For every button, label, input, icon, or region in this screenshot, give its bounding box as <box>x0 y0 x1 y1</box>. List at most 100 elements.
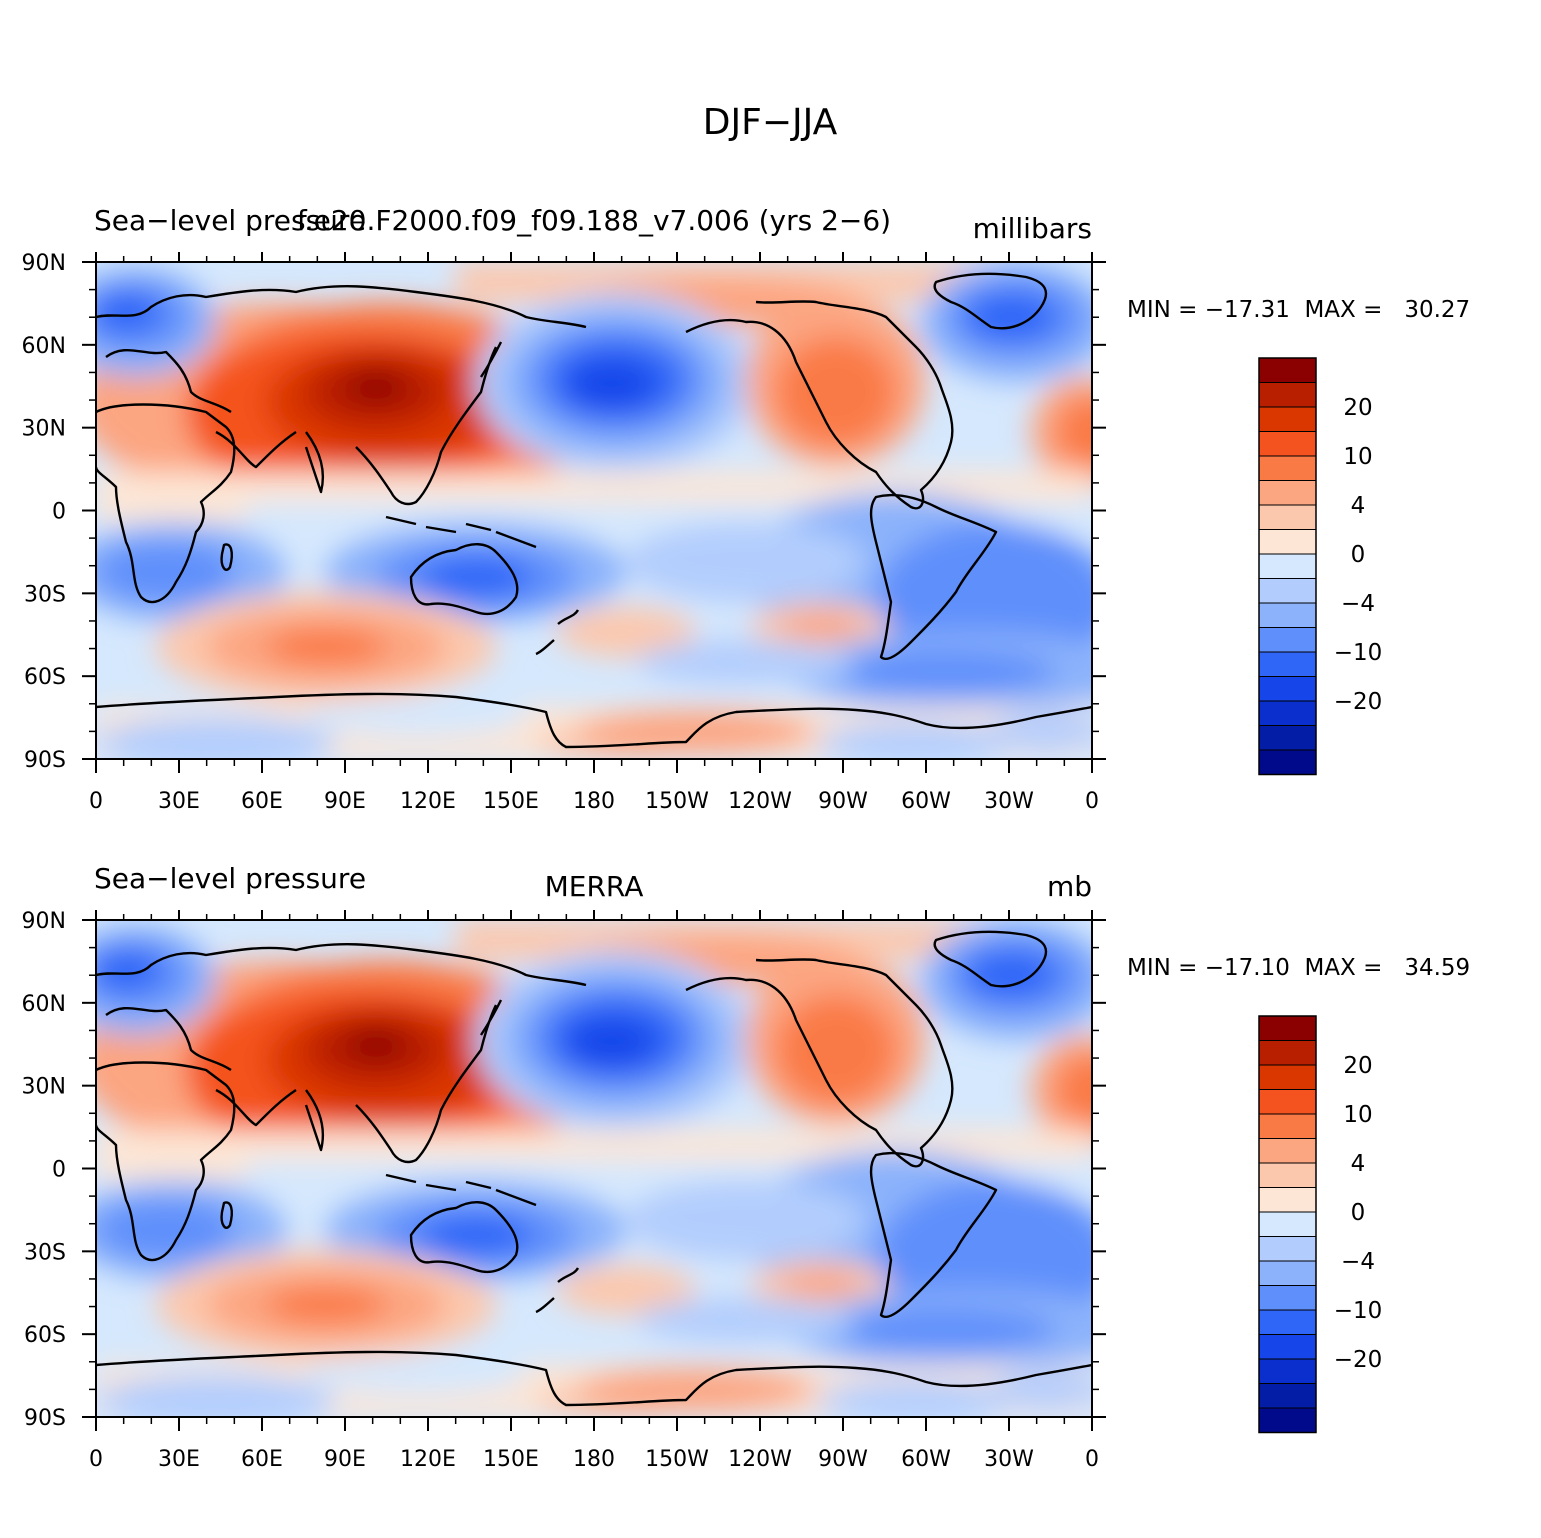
colorbar-box <box>1258 1407 1317 1433</box>
y-tick-label: 30N <box>22 1075 66 1100</box>
colorbar-box <box>1258 1064 1317 1090</box>
x-tick-label: 0 <box>1085 1447 1099 1472</box>
x-tick-label: 90W <box>818 1447 868 1472</box>
x-tick-label: 0 <box>1085 789 1099 814</box>
y-tick-label: 30S <box>24 1240 66 1265</box>
x-tick-label: 30E <box>158 1447 200 1472</box>
y-tick-label: 90S <box>24 1406 66 1431</box>
colorbar-box <box>1258 725 1317 751</box>
colorbar-box <box>1258 480 1317 506</box>
colorbar-box <box>1258 455 1317 481</box>
colorbar-box <box>1258 382 1317 408</box>
colorbar-box <box>1258 749 1317 775</box>
colorbar-label: 10 <box>1343 444 1372 470</box>
x-tick-label: 120E <box>400 1447 456 1472</box>
colorbar-box <box>1258 578 1317 604</box>
x-tick-label: 30E <box>158 789 200 814</box>
y-tick-label: 60N <box>22 334 66 359</box>
colorbar-label: −4 <box>1341 591 1375 617</box>
x-tick-label: 60W <box>901 789 951 814</box>
x-tick-label: 0 <box>89 789 103 814</box>
colorbar-box <box>1258 1113 1317 1139</box>
colorbar-box <box>1258 1187 1317 1213</box>
colorbar-label: −20 <box>1334 1347 1383 1373</box>
x-tick-label: 90E <box>324 789 366 814</box>
panel-merra-axes: 0 30E 60E 90E 120E 150E 180 150W 120W 90W 60W 30W 09… <box>22 909 1106 1472</box>
x-tick-label: 150E <box>483 1447 539 1472</box>
colorbar-box <box>1258 431 1317 457</box>
colorbar-box <box>1258 676 1317 702</box>
colorbar-box <box>1258 1358 1317 1384</box>
x-tick-label: 120W <box>728 789 792 814</box>
x-tick-label: 180 <box>573 1447 615 1472</box>
x-tick-label: 30W <box>984 789 1034 814</box>
panel-model-axes: 0 30E 60E 90E 120E 150E 180 150W 120W 90W 60W 30W 09… <box>22 251 1106 814</box>
colorbar-frame <box>1258 357 1317 776</box>
y-tick-label: 90N <box>22 909 66 934</box>
panel-merra-colorbar: 20 10 4 0 −4 −10 −20 <box>1258 1015 1383 1434</box>
y-tick-label: 60N <box>22 992 66 1017</box>
colorbar-label: 4 <box>1351 493 1366 519</box>
panel-model: Sea−level pressure f.e20.F2000.f09_f09.1… <box>22 204 1471 814</box>
colorbar-box <box>1258 1162 1317 1188</box>
colorbar-box <box>1258 529 1317 555</box>
colorbar-box <box>1258 357 1317 383</box>
colorbar-box <box>1258 1285 1317 1311</box>
panel-model-title-center: f.e20.F2000.f09_f09.188_v7.006 (yrs 2−6) <box>297 204 891 237</box>
x-tick-label: 150W <box>645 789 709 814</box>
colorbar-box <box>1258 1089 1317 1115</box>
x-tick-label: 60W <box>901 1447 951 1472</box>
x-tick-label: 30W <box>984 1447 1034 1472</box>
colorbar-box <box>1258 700 1317 726</box>
colorbar-label: −10 <box>1334 1298 1383 1324</box>
colorbar-frame <box>1258 1015 1317 1434</box>
colorbar-box <box>1258 553 1317 579</box>
colorbar-box <box>1258 627 1317 653</box>
panel-model-stats: MIN = −17.31 MAX = 30.27 <box>1127 297 1470 323</box>
colorbar-label: 0 <box>1351 1200 1366 1226</box>
y-tick-label: 0 <box>52 500 66 525</box>
colorbar-box <box>1258 504 1317 530</box>
colorbar-box <box>1258 1040 1317 1066</box>
colorbar-box <box>1258 1260 1317 1286</box>
panel-merra-title-center: MERRA <box>545 870 644 903</box>
colorbar-box <box>1258 1383 1317 1409</box>
x-tick-label: 150E <box>483 789 539 814</box>
colorbar-box <box>1258 602 1317 628</box>
y-tick-label: 0 <box>52 1158 66 1183</box>
x-tick-label: 120W <box>728 1447 792 1472</box>
colorbar-box <box>1258 1236 1317 1262</box>
panel-merra-stats: MIN = −17.10 MAX = 34.59 <box>1127 955 1470 981</box>
colorbar-box <box>1258 1015 1317 1041</box>
colorbar-label: −4 <box>1341 1249 1375 1275</box>
x-tick-label: 120E <box>400 789 456 814</box>
panel-model-colorbar: 20 10 4 0 −4 −10 −20 <box>1258 357 1383 776</box>
colorbar-label: 0 <box>1351 542 1366 568</box>
panel-merra: Sea−level pressure MERRA mb MIN = −17.10… <box>22 862 1471 1472</box>
figure-title: DJF−JJA <box>703 102 838 143</box>
panel-model-title-left: Sea−level pressure <box>94 204 366 237</box>
y-tick-label: 60S <box>24 665 66 690</box>
colorbar-box <box>1258 651 1317 677</box>
panel-merra-title-left: Sea−level pressure <box>94 862 366 895</box>
x-tick-label: 180 <box>573 789 615 814</box>
colorbar-box <box>1258 1138 1317 1164</box>
x-tick-label: 0 <box>89 1447 103 1472</box>
colorbar-label: −10 <box>1334 640 1383 666</box>
colorbar-box <box>1258 1334 1317 1360</box>
colorbar-label: 10 <box>1343 1102 1372 1128</box>
y-tick-label: 90N <box>22 251 66 276</box>
colorbar-label: −20 <box>1334 689 1383 715</box>
x-tick-label: 60E <box>241 1447 283 1472</box>
y-tick-label: 60S <box>24 1323 66 1348</box>
colorbar-label: 4 <box>1351 1151 1366 1177</box>
colorbar-box <box>1258 1309 1317 1335</box>
panel-merra-title-right: mb <box>1047 870 1092 903</box>
x-tick-label: 60E <box>241 789 283 814</box>
x-tick-label: 90W <box>818 789 868 814</box>
panel-model-title-right: millibars <box>973 212 1092 245</box>
x-tick-label: 90E <box>324 1447 366 1472</box>
x-tick-label: 150W <box>645 1447 709 1472</box>
y-tick-label: 90S <box>24 748 66 773</box>
